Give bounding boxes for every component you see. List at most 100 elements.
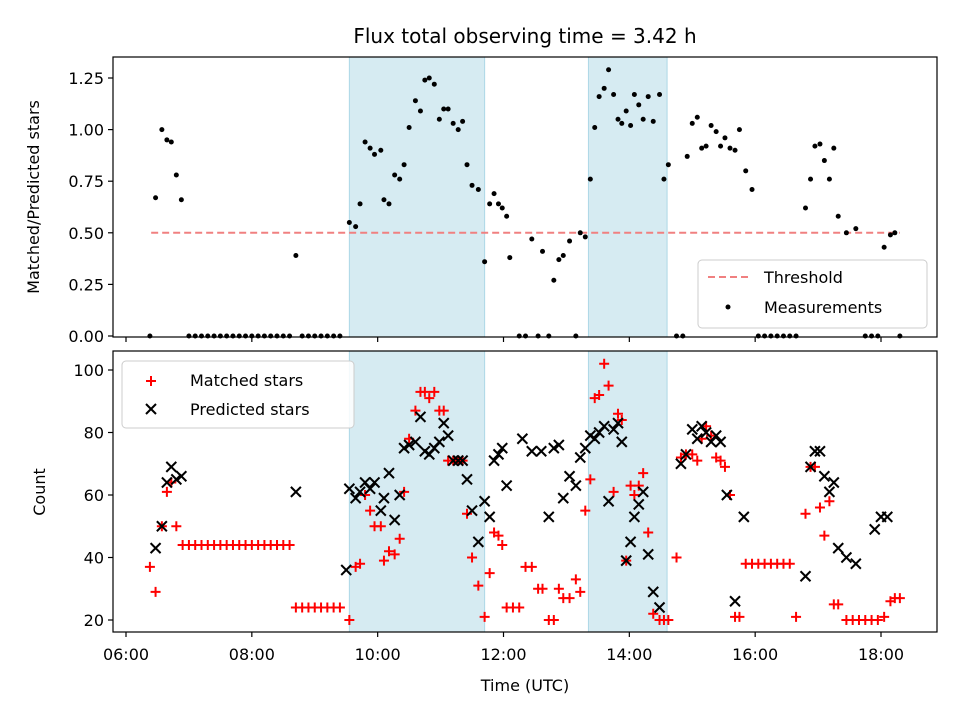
measurement-point [645, 94, 651, 100]
measurement-point [353, 224, 359, 230]
measurement-point [881, 244, 887, 250]
matched-point [784, 558, 795, 569]
measurement-point [755, 333, 761, 339]
matched-point [594, 390, 605, 400]
measurement-point [164, 137, 170, 143]
predicted-point [496, 442, 508, 454]
measurement-point [192, 333, 198, 339]
matched-point [675, 452, 686, 463]
matched-point [585, 474, 596, 485]
matched-point [687, 449, 698, 460]
matched-point [150, 586, 161, 597]
measurement-point [551, 277, 557, 283]
x-tick-label: 08:00 [229, 645, 275, 664]
predicted-point [832, 542, 844, 554]
matched-point [715, 455, 726, 466]
measurement-point [178, 197, 184, 203]
predicted-point [553, 439, 565, 451]
measurement-point [426, 75, 432, 81]
measurement-point [862, 333, 868, 339]
measurement-point [567, 238, 573, 244]
measurement-point [774, 333, 780, 339]
measurement-point [469, 182, 475, 188]
predicted-point [165, 461, 178, 473]
measurement-point [436, 116, 442, 122]
predicted-point [738, 511, 750, 523]
measurement-point [694, 114, 700, 120]
measurement-point [808, 176, 814, 182]
matched-point [663, 615, 674, 625]
matched-point [800, 508, 811, 519]
measurement-point [803, 205, 808, 211]
matched-point [144, 561, 155, 572]
matched-point [580, 505, 591, 516]
y-axis: 20 40 60 80 100 [73, 361, 113, 630]
predicted-point [628, 511, 641, 523]
predicted-point [602, 495, 615, 507]
predicted-point [156, 520, 168, 532]
predicted-point [535, 445, 547, 457]
measurement-point [441, 106, 447, 112]
matched-point [378, 555, 389, 566]
matched-point [613, 408, 624, 419]
matched-point [394, 533, 405, 544]
observing-window [348, 350, 486, 633]
predicted-point [563, 470, 576, 482]
matched-point [493, 530, 504, 541]
measurement-point [611, 92, 617, 98]
matched-point [894, 593, 905, 604]
measurement-point [516, 333, 522, 339]
matched-point [819, 530, 830, 541]
predicted-point [409, 436, 422, 448]
predicted-point [364, 483, 376, 495]
predicted-point [809, 445, 821, 457]
predicted-point [691, 433, 703, 445]
matched-point [514, 602, 525, 613]
matched-point [497, 540, 508, 550]
y-tick-label: 40 [84, 549, 104, 568]
predicted-point [642, 548, 654, 561]
measurement-point [422, 77, 428, 83]
measurement-point [650, 118, 656, 124]
measurement-point [337, 333, 343, 339]
measurement-point [787, 333, 793, 339]
predicted-point [388, 514, 401, 526]
measurement-point [875, 333, 881, 339]
predicted-point [647, 586, 659, 598]
predicted-point [149, 542, 162, 554]
matched-point [526, 561, 537, 572]
count-panel: 20 40 60 80 100 06:00 08:00 10:00 12:00 14:00 16:… [30, 350, 938, 695]
legend-box [697, 259, 928, 329]
measurement-point [546, 333, 552, 339]
matched-point [473, 580, 484, 591]
measurement-point [592, 125, 598, 131]
measurement-point [793, 333, 799, 339]
predicted-point [828, 476, 840, 489]
measurement-point [173, 172, 179, 178]
measurement-point [392, 172, 398, 178]
measurement-point [713, 129, 719, 135]
predicted-point [488, 454, 500, 467]
measurement-point [318, 333, 324, 339]
predicted-point [624, 536, 637, 548]
measurement-point [535, 333, 541, 339]
measurement-point [601, 85, 607, 91]
predicted-point [456, 454, 469, 467]
matched-point [344, 615, 355, 625]
predicted-point [461, 473, 473, 486]
measurement-point [732, 147, 738, 153]
x-tick-label: 18:00 [858, 645, 904, 664]
measurement-point [529, 236, 535, 242]
measurement-point [357, 201, 363, 207]
measurement-point [495, 201, 501, 207]
measurement-point [892, 230, 898, 236]
predicted-point [579, 442, 591, 454]
predicted-point [403, 439, 415, 451]
predicted-point [714, 436, 727, 448]
measurement-point [703, 143, 709, 149]
matched-point [791, 611, 802, 622]
predicted-point [378, 492, 390, 504]
measurement-point [464, 162, 470, 168]
predicted-point [804, 461, 817, 473]
